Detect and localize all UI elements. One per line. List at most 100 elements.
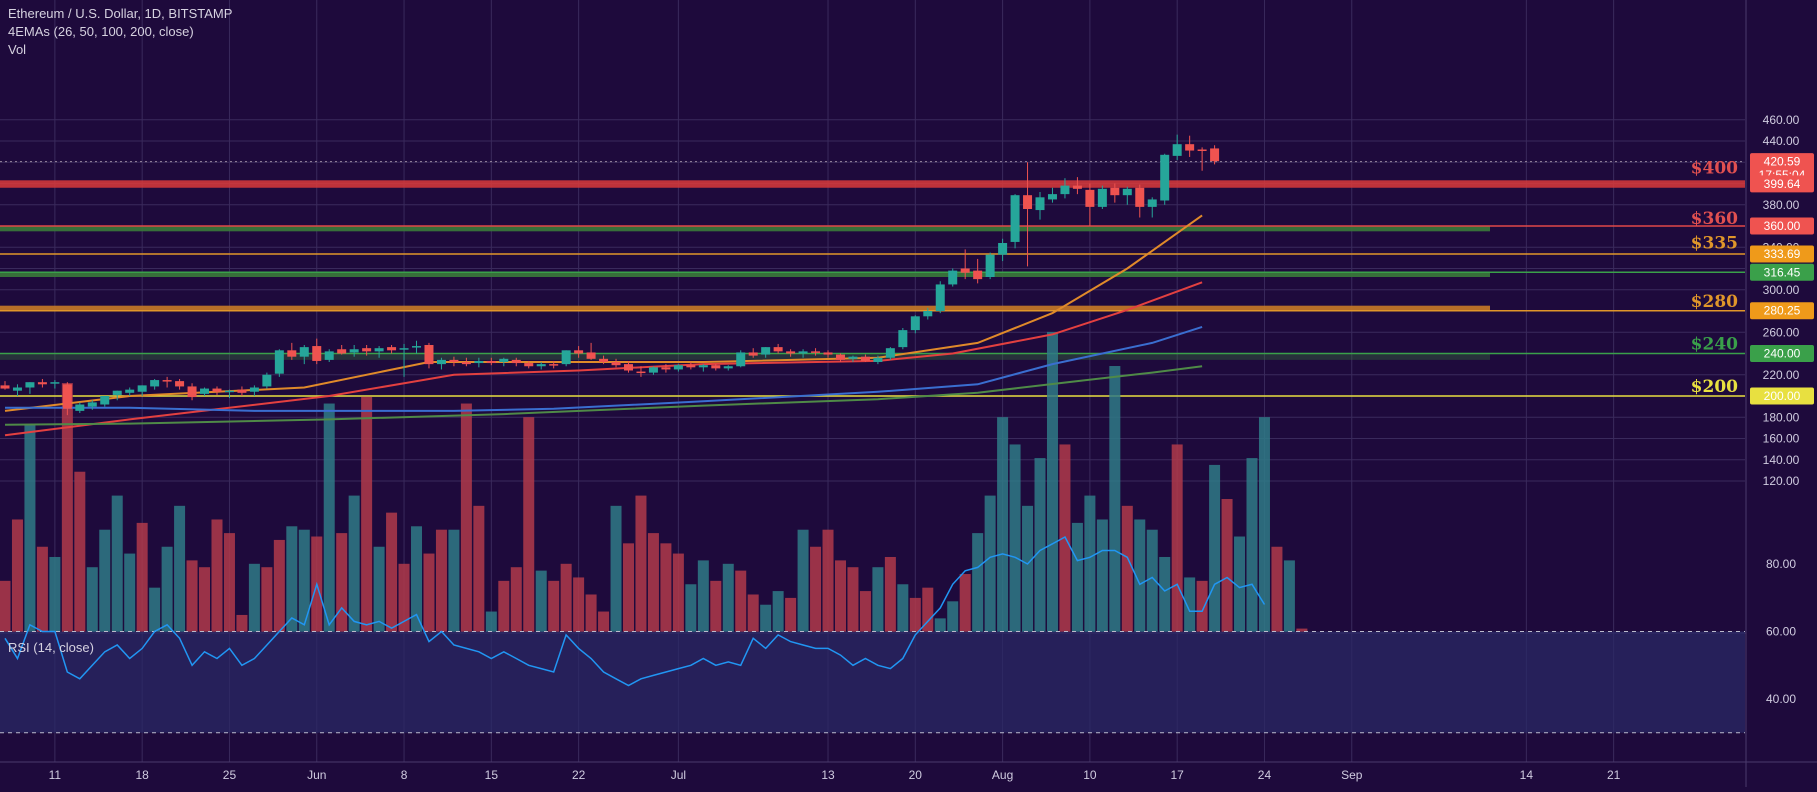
- candle-body: [224, 390, 234, 393]
- candle-body: [561, 350, 571, 365]
- candle-body: [960, 268, 970, 273]
- volume-bar: [822, 529, 834, 632]
- rsi-line: [4, 535, 1266, 687]
- time-tick-label: 22: [572, 768, 586, 782]
- volume-bar: [1196, 580, 1208, 632]
- volume-bar: [460, 403, 472, 632]
- candle-body: [848, 356, 858, 359]
- price-tick-label: 380.00: [1763, 198, 1800, 212]
- volume-legend: Vol: [8, 42, 27, 57]
- candle-body: [935, 284, 945, 311]
- candle-body: [237, 389, 247, 393]
- volume-bar: [124, 553, 136, 632]
- volume-bar: [1221, 499, 1233, 632]
- candle-body: [748, 352, 758, 356]
- candle-body: [37, 382, 47, 385]
- candle-body: [12, 387, 22, 391]
- candle-body: [998, 243, 1008, 255]
- volume-bar: [598, 611, 610, 632]
- candle-body: [1097, 188, 1107, 207]
- candle-body: [873, 357, 883, 362]
- candle-body: [673, 365, 683, 370]
- volume-bar: [24, 423, 36, 632]
- volume-bar: [199, 567, 211, 632]
- candle-body: [524, 363, 534, 367]
- price-badge-text: 316.45: [1764, 265, 1801, 279]
- candle-body: [150, 380, 160, 387]
- time-tick-label: 20: [909, 768, 923, 782]
- candle-body: [50, 382, 60, 384]
- volume-bar: [273, 539, 285, 632]
- symbol-title: Ethereum / U.S. Dollar, 1D, BITSTAMP: [8, 6, 233, 21]
- candle-body: [137, 385, 147, 392]
- volume-bar: [997, 417, 1009, 632]
- volume-bar: [1046, 331, 1058, 632]
- rsi-tick-label: 60.00: [1766, 625, 1796, 639]
- time-tick-label: 24: [1258, 768, 1272, 782]
- candle-body: [599, 358, 609, 362]
- indicator-legend: 4EMAs (26, 50, 100, 200, close): [8, 24, 194, 39]
- volume-bar: [99, 529, 111, 632]
- level-price-label: $240: [1691, 335, 1738, 355]
- volume-bar: [0, 580, 11, 632]
- volume-bar: [747, 594, 759, 632]
- candle-body: [1160, 154, 1170, 201]
- price-badge-text: 420.59: [1764, 155, 1801, 169]
- candle-body: [1023, 195, 1033, 209]
- volume-bar: [1296, 628, 1308, 632]
- candle-body: [811, 351, 821, 353]
- price-zone: [0, 180, 1745, 188]
- volume-bar: [36, 546, 48, 632]
- time-tick-label: Aug: [992, 768, 1013, 782]
- candle-body: [1135, 187, 1145, 207]
- price-zone: [0, 305, 1490, 311]
- candle-body: [1197, 149, 1207, 151]
- candle-body: [499, 358, 509, 362]
- ema-line: [4, 214, 1203, 412]
- volume-bar: [1246, 458, 1258, 632]
- volume-bar: [959, 574, 971, 632]
- ema-line: [4, 365, 1203, 426]
- candle-body: [412, 346, 422, 348]
- volume-bar: [223, 533, 235, 632]
- candle-body: [349, 349, 359, 353]
- volume-bar: [610, 505, 622, 632]
- price-tick-label: 440.00: [1763, 134, 1800, 148]
- volume-bar: [86, 567, 98, 632]
- candle-body: [112, 390, 122, 395]
- volume-bar: [934, 618, 946, 632]
- candle-body: [187, 386, 197, 398]
- volume-bar: [1184, 577, 1196, 632]
- volume-bar: [236, 614, 248, 632]
- volume-bar: [1134, 519, 1146, 632]
- rsi-tick-label: 80.00: [1766, 557, 1796, 571]
- candle-body: [1010, 195, 1020, 242]
- volume-bar: [161, 546, 173, 632]
- candle-body: [299, 347, 309, 357]
- volume-bar: [1121, 505, 1133, 632]
- rsi-legend: RSI (14, close): [8, 640, 94, 655]
- price-tick-label: 120.00: [1763, 474, 1800, 488]
- candle-body: [711, 365, 721, 369]
- volume-bar: [672, 553, 684, 632]
- volume-bar: [859, 591, 871, 632]
- price-badge: [1750, 345, 1814, 362]
- level-price-label: $400: [1691, 159, 1738, 179]
- rsi-tick-label: 40.00: [1766, 692, 1796, 706]
- candle-body: [798, 351, 808, 354]
- candle-body: [586, 352, 596, 359]
- price-badge-text: 360.00: [1764, 219, 1801, 233]
- volume-bar: [623, 543, 634, 632]
- level-price-label: $360: [1691, 209, 1738, 229]
- time-tick-label: 21: [1607, 768, 1621, 782]
- volume-bar: [897, 584, 909, 632]
- volume-bar: [435, 529, 447, 632]
- volume-bar: [111, 495, 123, 632]
- price-badge-text: 280.25: [1764, 304, 1801, 318]
- candle-body: [486, 360, 496, 364]
- price-tick-label: 460.00: [1763, 113, 1800, 127]
- volume-bar: [1159, 556, 1171, 632]
- candle-body: [25, 382, 35, 388]
